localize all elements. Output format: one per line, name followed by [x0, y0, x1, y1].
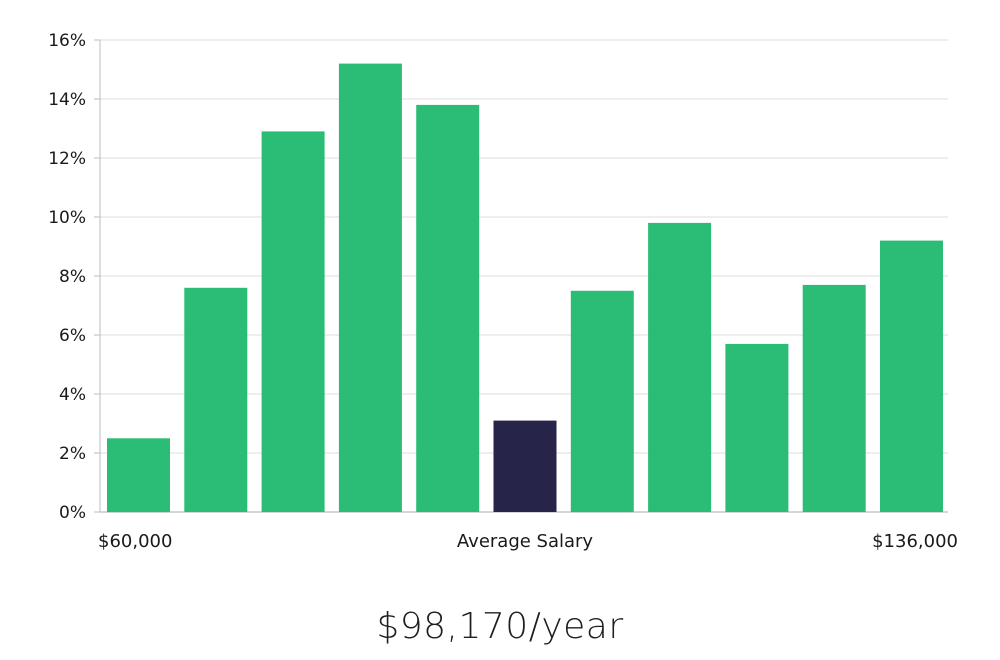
bar: [107, 438, 170, 513]
y-tick-label: 6%: [59, 326, 86, 346]
bar: [184, 287, 248, 512]
y-tick-label: 0%: [59, 503, 86, 523]
y-tick-label: 16%: [48, 31, 86, 51]
bar: [725, 343, 789, 512]
bar: [648, 222, 712, 512]
bars: [107, 63, 943, 513]
bar: [570, 290, 634, 513]
y-tick-label: 12%: [48, 149, 86, 169]
bar: [416, 104, 480, 513]
bar: [880, 240, 943, 512]
y-tick-labels: 0% 2% 4% 6% 8% 10% 12% 14% 16%: [48, 31, 86, 523]
y-tick-label: 10%: [48, 208, 86, 228]
y-tick-label: 8%: [59, 267, 86, 287]
y-tick-label: 2%: [59, 444, 86, 464]
x-label-average: Average Salary: [457, 531, 594, 552]
bar-highlighted: [493, 420, 557, 512]
bar: [261, 131, 325, 512]
salary-histogram-chart: 0% 2% 4% 6% 8% 10% 12% 14% 16% $60,000 Average S…: [48, 31, 958, 552]
bar: [338, 63, 402, 512]
x-label-min: $60,000: [98, 531, 172, 552]
bar: [802, 284, 866, 512]
average-salary-value: $98,170/year: [376, 606, 624, 647]
x-label-max: $136,000: [872, 531, 958, 552]
y-tick-label: 14%: [48, 90, 86, 110]
y-tick-label: 4%: [59, 385, 86, 405]
